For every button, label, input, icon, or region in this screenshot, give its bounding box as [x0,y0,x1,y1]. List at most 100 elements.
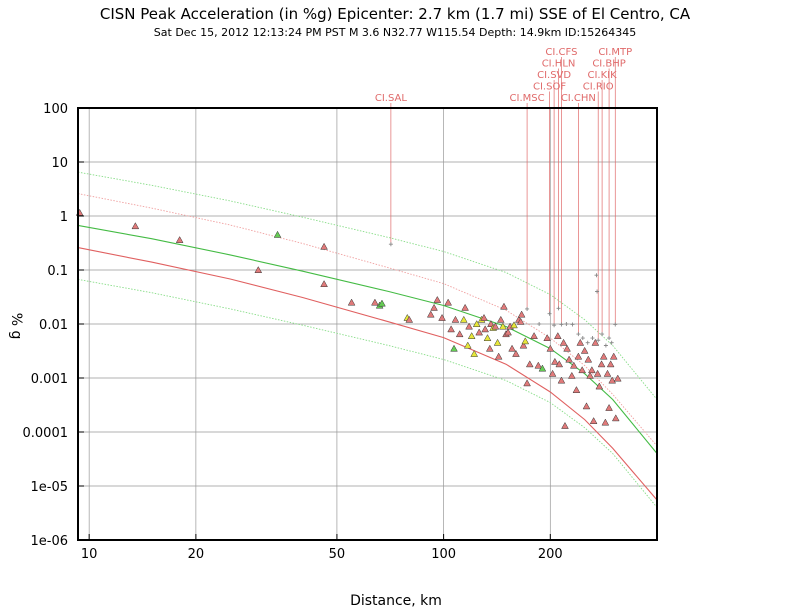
observation-triangle [447,325,455,333]
observation-triangle [588,366,596,374]
station-label: CI.MSC [510,93,545,104]
observation-triangle [580,346,589,354]
observation-cross [556,306,561,311]
observation-triangle [347,298,356,306]
observation-triangle [582,402,591,410]
observation-triangle [561,421,569,429]
observation-triangle [567,371,576,379]
observation-triangle [485,344,494,352]
y-tick-label: 0.0001 [23,426,69,441]
observation-triangle [517,310,526,318]
station-label: CI.CHN [561,93,596,104]
observation-triangle [467,332,476,339]
x-axis-label: Distance, km [350,593,442,609]
observation-triangle [444,298,452,306]
chart-subtitle: Sat Dec 15, 2012 12:13:24 PM PST M 3.6 N… [154,26,636,39]
observation-triangle [613,374,622,382]
observation-triangle [555,360,564,368]
observation-triangle [480,313,488,321]
observation-triangle [525,360,534,368]
observation-triangle [320,242,328,250]
observation-triangle [523,379,531,387]
y-tick-label: 1e-06 [30,534,68,549]
chart-title: CISN Peak Acceleration (in %g) Epicenter… [100,5,691,23]
observation-triangle [493,338,502,346]
station-label: CI.HLN [542,59,576,70]
station-label: CI.KIK [588,70,618,81]
observation-triangle [553,332,562,339]
observation-triangle [131,222,140,230]
observation-triangle [603,369,612,377]
observation-cross [585,340,590,345]
station-label: CI.RIO [583,82,614,93]
observation-triangle [548,369,557,377]
observation-triangle [500,302,508,310]
observation-triangle [175,236,184,243]
observation-triangle [563,344,571,352]
x-axis-ticks: 10 20 50 100 200 [81,534,563,562]
observation-cross [603,343,608,348]
observation-triangle [516,317,525,325]
observation-cross [607,336,612,341]
y-tick-label: 1 [60,210,68,225]
model-curve-green-dotted [77,171,658,400]
observation-triangle [586,371,594,379]
model-curves [77,171,658,508]
observation-triangle [611,414,620,422]
observation-triangle [494,352,503,360]
observation-triangle [578,366,586,374]
observation-triangle [371,298,379,306]
observation-triangle [599,352,608,360]
observation-triangle [591,338,600,346]
observation-cross [595,289,600,294]
observation-triangle [273,230,282,238]
observation-triangle [534,361,543,369]
y-tick-label: 10 [51,156,68,171]
x-tick-label: 20 [188,547,205,562]
observation-cross [547,311,552,316]
x-tick-label: 100 [431,547,456,562]
y-tick-label: 0.01 [39,318,68,333]
observation-cross [590,336,595,341]
observation-triangle [508,344,516,352]
observation-crosses [388,242,618,348]
observation-cross [537,322,542,326]
observation-triangle [496,315,505,323]
observation-triangle [504,328,512,336]
station-label: CI.MTP [598,47,632,58]
observation-triangle [557,376,566,384]
observation-triangle [378,299,386,307]
model-curve-green-dotted [77,278,658,508]
observation-cross [388,242,393,247]
x-tick-label: 50 [329,547,346,562]
observation-triangle [538,364,547,372]
model-curve-green [77,224,658,454]
observation-cross [600,332,605,337]
observation-triangle [499,322,507,330]
y-tick-label: 0.001 [31,372,68,387]
observation-triangle [470,349,479,357]
observation-triangle [551,357,559,365]
station-label: CI.SVD [537,70,571,81]
observation-triangle [491,322,500,330]
station-label: CI.BHP [592,59,626,70]
observation-cross [613,322,618,327]
observation-triangle [510,321,518,329]
y-tick-label: 1e-05 [30,480,68,495]
observation-cross [596,338,601,343]
observation-triangle [465,322,473,330]
x-tick-label: 10 [81,547,98,562]
observation-triangle [543,334,552,341]
y-axis-label: % g [8,313,24,340]
observation-triangle [546,344,555,352]
observation-triangle [483,334,492,341]
observation-triangle [461,303,469,311]
observation-triangle [455,330,464,338]
observation-triangle [530,332,538,339]
observation-cross [570,322,575,327]
observation-triangle [426,310,435,318]
observation-triangle [606,360,615,368]
observation-triangle [451,315,460,323]
